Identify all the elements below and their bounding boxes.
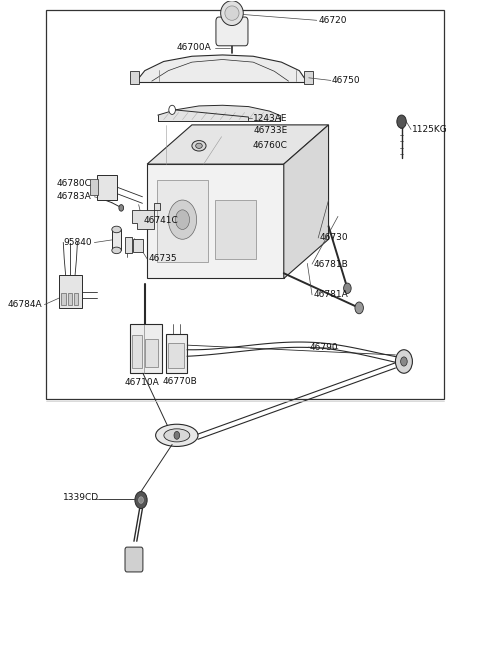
Bar	[68, 293, 72, 305]
Circle shape	[344, 283, 351, 293]
Text: 46790: 46790	[310, 343, 338, 352]
FancyBboxPatch shape	[216, 17, 248, 46]
Ellipse shape	[156, 424, 198, 447]
Bar	[166, 334, 187, 373]
Bar	[61, 293, 66, 305]
Text: 46735: 46735	[149, 254, 177, 263]
Text: 46783A: 46783A	[56, 193, 91, 201]
Text: 46741C: 46741C	[144, 216, 179, 225]
Text: 46750: 46750	[332, 76, 360, 85]
Polygon shape	[135, 55, 307, 83]
Bar	[168, 343, 184, 368]
Bar	[130, 71, 139, 84]
Ellipse shape	[112, 226, 121, 233]
Bar	[130, 324, 162, 373]
Ellipse shape	[192, 141, 206, 151]
Circle shape	[169, 105, 175, 115]
Text: 1125KG: 1125KG	[412, 125, 448, 134]
Bar	[156, 180, 208, 262]
Ellipse shape	[112, 247, 121, 253]
Text: 46784A: 46784A	[8, 300, 43, 309]
Text: 95840: 95840	[63, 238, 92, 247]
Ellipse shape	[221, 1, 243, 26]
Bar	[133, 238, 143, 252]
Circle shape	[396, 350, 412, 373]
Bar	[112, 229, 121, 250]
Text: 1339CD: 1339CD	[63, 493, 99, 502]
Polygon shape	[158, 105, 280, 121]
Text: 46781A: 46781A	[313, 290, 348, 299]
Bar	[97, 175, 117, 200]
Text: 46770B: 46770B	[162, 377, 197, 386]
Text: 46710A: 46710A	[124, 378, 159, 387]
Text: 46733E: 46733E	[253, 126, 288, 135]
Polygon shape	[284, 125, 328, 278]
Bar	[216, 200, 255, 259]
Polygon shape	[132, 203, 160, 229]
Ellipse shape	[225, 6, 239, 20]
Bar	[304, 71, 313, 84]
Circle shape	[174, 432, 180, 440]
Polygon shape	[147, 164, 284, 278]
Bar	[46, 10, 444, 400]
Circle shape	[355, 302, 363, 314]
Text: 46780C: 46780C	[56, 179, 91, 188]
Text: 46700A: 46700A	[177, 43, 212, 52]
Text: 46720: 46720	[318, 16, 347, 25]
Ellipse shape	[164, 429, 190, 442]
Circle shape	[168, 200, 197, 239]
Ellipse shape	[196, 143, 202, 149]
Bar	[132, 335, 143, 368]
Polygon shape	[147, 125, 328, 164]
Bar	[73, 293, 78, 305]
FancyBboxPatch shape	[125, 547, 143, 572]
Text: 46760C: 46760C	[252, 141, 287, 150]
Circle shape	[401, 357, 407, 366]
Circle shape	[175, 210, 190, 229]
Circle shape	[119, 204, 123, 211]
Bar	[125, 237, 132, 253]
Bar	[90, 179, 98, 195]
Circle shape	[139, 496, 144, 503]
Bar	[59, 275, 82, 308]
Circle shape	[135, 491, 147, 508]
Circle shape	[397, 115, 406, 128]
Text: 46730: 46730	[320, 233, 348, 242]
Text: 46781B: 46781B	[313, 259, 348, 269]
Bar	[145, 339, 158, 367]
Text: 1243AE: 1243AE	[253, 114, 288, 123]
